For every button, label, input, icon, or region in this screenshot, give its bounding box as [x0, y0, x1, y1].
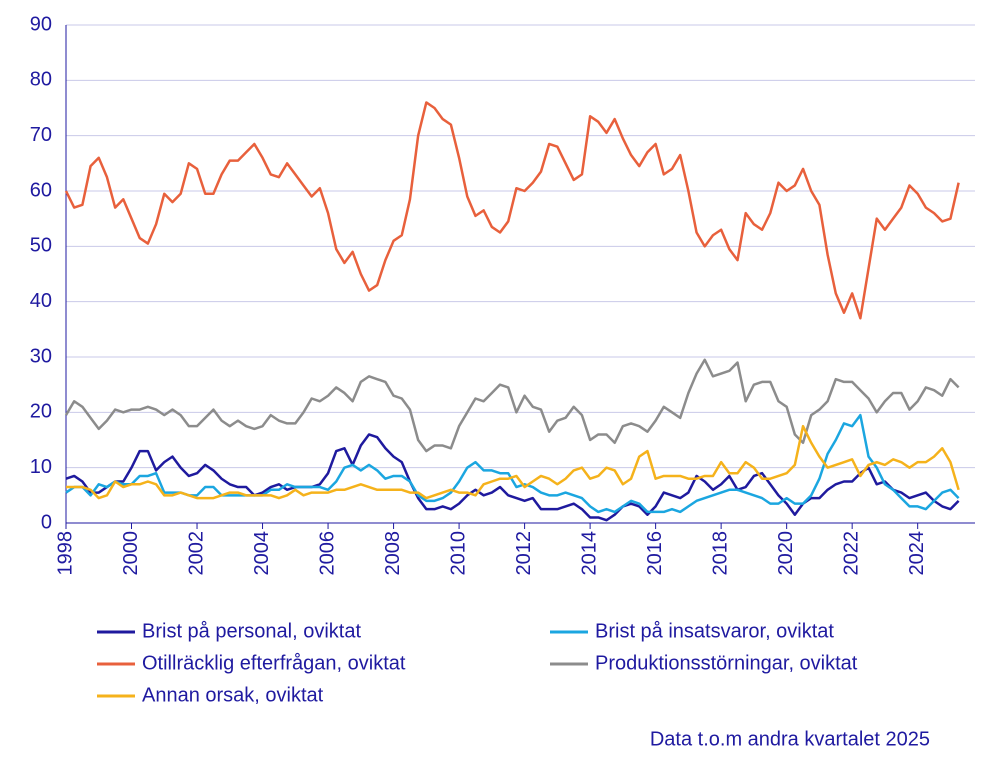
y-tick-label: 40: [30, 290, 52, 312]
x-tick-label: 2016: [644, 531, 666, 576]
x-tick-label: 2024: [906, 531, 928, 576]
x-tick-label: 2006: [316, 531, 338, 576]
y-tick-label: 70: [30, 124, 52, 146]
series-line: [64, 101, 960, 320]
y-tick-label: 60: [30, 179, 52, 201]
y-tick-label: 90: [30, 13, 52, 35]
y-tick-label: 0: [41, 511, 52, 533]
y-tick-label: 80: [30, 69, 52, 91]
y-tick-label: 50: [30, 235, 52, 257]
x-tick-label: 2014: [578, 531, 600, 576]
x-tick-label: 1998: [54, 531, 76, 576]
y-tick-label: 30: [30, 345, 52, 367]
x-tick-label: 2002: [185, 531, 207, 576]
x-tick-label: 2022: [840, 531, 862, 576]
series-line: [65, 413, 960, 514]
legend-label: Produktionsstörningar, oviktat: [595, 652, 858, 674]
x-tick-label: 2020: [775, 531, 797, 576]
x-tick-label: 2012: [513, 531, 535, 576]
legend-label: Otillräcklig efterfrågan, oviktat: [142, 652, 406, 674]
series-line: [65, 433, 960, 522]
x-tick-label: 2018: [709, 531, 731, 576]
legend-label: Brist på personal, oviktat: [142, 620, 361, 642]
y-tick-label: 10: [30, 456, 52, 478]
note: Data t.o.m andra kvartalet 2025: [650, 728, 930, 750]
x-tick-label: 2004: [251, 531, 273, 576]
x-tick-label: 2000: [120, 531, 142, 576]
x-tick-label: 2010: [447, 531, 469, 576]
series-line: [64, 358, 960, 453]
y-tick-label: 20: [30, 401, 52, 423]
legend-label: Brist på insatsvaror, oviktat: [595, 620, 834, 642]
series-line: [66, 424, 960, 500]
x-tick-label: 2008: [382, 531, 404, 576]
legend-label: Annan orsak, oviktat: [142, 684, 324, 706]
